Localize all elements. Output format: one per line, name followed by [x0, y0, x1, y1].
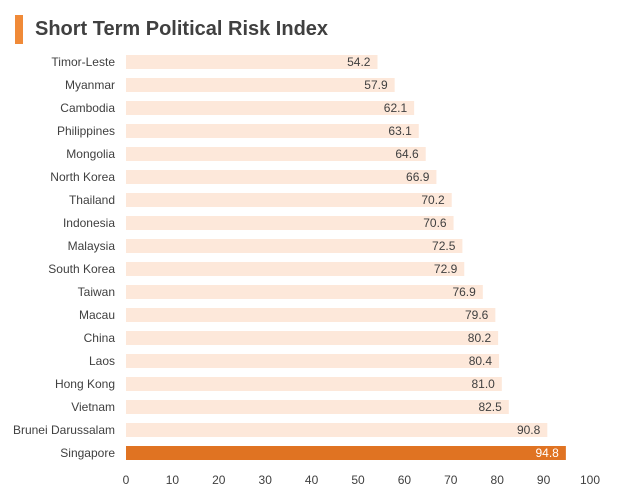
- category-label: Macau: [79, 308, 115, 322]
- bar: [126, 147, 426, 161]
- bar-value-label: 70.6: [423, 216, 447, 230]
- category-label: Brunei Darussalam: [13, 423, 115, 437]
- bar: [126, 193, 452, 207]
- category-label: Cambodia: [60, 101, 115, 115]
- category-label: Singapore: [60, 446, 115, 460]
- bar-value-label: 62.1: [384, 101, 408, 115]
- bar-value-label: 63.1: [388, 124, 412, 138]
- bar-value-label: 90.8: [517, 423, 541, 437]
- category-label: Laos: [89, 354, 115, 368]
- bar-value-label: 54.2: [347, 55, 371, 69]
- category-label: Thailand: [69, 193, 115, 207]
- x-tick-label: 40: [305, 473, 319, 487]
- bar: [126, 170, 437, 184]
- bar: [126, 78, 395, 92]
- bar-value-label: 82.5: [478, 400, 502, 414]
- category-label: Mongolia: [66, 147, 115, 161]
- x-tick-label: 50: [351, 473, 365, 487]
- category-label: Malaysia: [68, 239, 116, 253]
- x-tick-label: 10: [166, 473, 180, 487]
- bar-value-label: 70.2: [421, 193, 445, 207]
- x-tick-label: 100: [580, 473, 600, 487]
- bar: [126, 308, 496, 322]
- bar: [126, 354, 500, 368]
- bar-value-label: 72.9: [434, 262, 458, 276]
- bar-value-label: 76.9: [452, 285, 476, 299]
- bar-highlighted: [126, 446, 566, 460]
- category-label: Timor-Leste: [51, 55, 115, 69]
- bar-value-label: 80.2: [468, 331, 492, 345]
- bar: [126, 423, 548, 437]
- category-label: Myanmar: [65, 78, 115, 92]
- x-tick-label: 80: [491, 473, 505, 487]
- category-label: Hong Kong: [55, 377, 115, 391]
- x-tick-label: 30: [259, 473, 273, 487]
- bar: [126, 377, 502, 391]
- bar: [126, 285, 483, 299]
- x-tick-label: 0: [123, 473, 130, 487]
- bar-value-label: 81.0: [471, 377, 495, 391]
- x-tick-label: 20: [212, 473, 226, 487]
- bar: [126, 216, 454, 230]
- x-tick-label: 60: [398, 473, 412, 487]
- bar: [126, 124, 419, 138]
- x-tick-label: 70: [444, 473, 458, 487]
- bar: [126, 239, 463, 253]
- x-tick-label: 90: [537, 473, 551, 487]
- bar: [126, 262, 465, 276]
- chart-title: Short Term Political Risk Index: [35, 18, 329, 40]
- category-label: China: [84, 331, 116, 345]
- bar-value-label: 66.9: [406, 170, 430, 184]
- bar-value-label: 64.6: [395, 147, 419, 161]
- bar-value-label: 57.9: [364, 78, 388, 92]
- bar-value-label: 94.8: [536, 446, 560, 460]
- category-label: Vietnam: [71, 400, 115, 414]
- bar: [126, 400, 509, 414]
- bar: [126, 331, 499, 345]
- bar: [126, 55, 378, 69]
- bar: [126, 101, 415, 115]
- category-label: Philippines: [57, 124, 115, 138]
- bar-value-label: 72.5: [432, 239, 456, 253]
- category-label: North Korea: [50, 170, 115, 184]
- bar-value-label: 79.6: [465, 308, 489, 322]
- category-label: Taiwan: [78, 285, 115, 299]
- bar-value-label: 80.4: [469, 354, 493, 368]
- title-accent-bar: [15, 15, 23, 44]
- category-label: Indonesia: [63, 216, 115, 230]
- category-label: South Korea: [48, 262, 115, 276]
